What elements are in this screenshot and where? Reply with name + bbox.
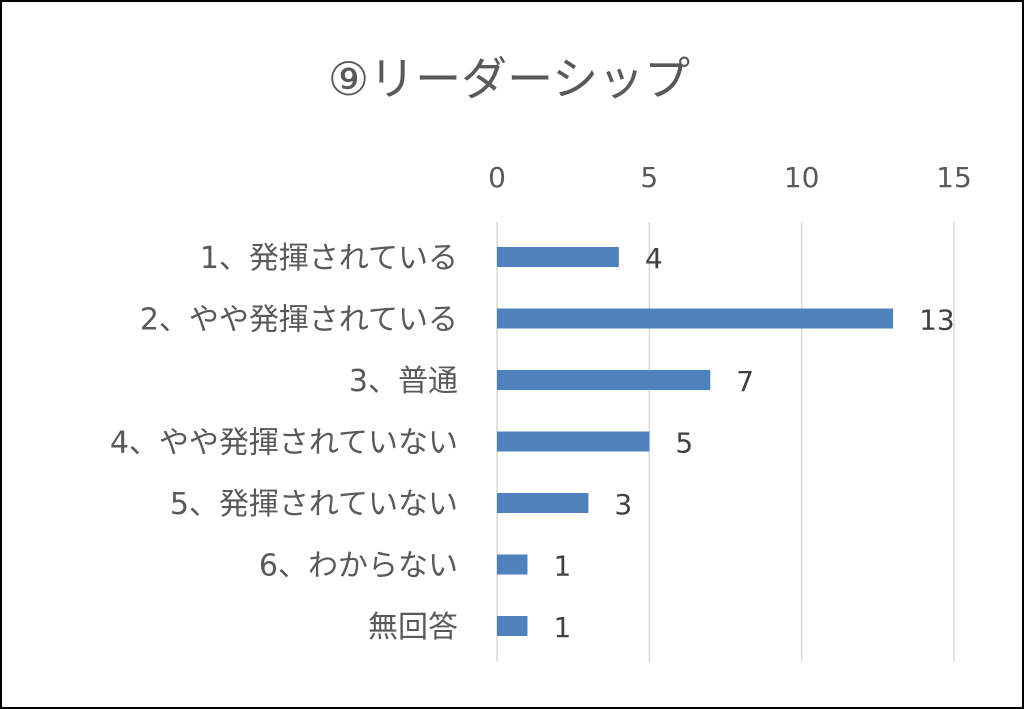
category-label: 1、発揮されている xyxy=(200,241,458,276)
x-tick-label: 0 xyxy=(488,161,506,194)
data-label: 1 xyxy=(553,550,571,583)
bar xyxy=(497,370,711,390)
data-label: 13 xyxy=(919,304,955,337)
data-label: 7 xyxy=(736,365,754,398)
bars xyxy=(497,247,894,636)
bar xyxy=(497,247,619,267)
x-axis-ticks: 0 5 10 15 xyxy=(488,161,972,194)
category-label: 2、やや発揮されている xyxy=(140,303,458,338)
x-tick-label: 5 xyxy=(640,161,658,194)
category-label: 3、普通 xyxy=(349,364,458,399)
chart-title: ⑨リーダーシップ xyxy=(328,52,690,106)
category-label: 5、発揮されていない xyxy=(170,487,458,522)
data-label: 5 xyxy=(675,427,693,460)
data-label: 1 xyxy=(553,611,571,644)
x-tick-label: 10 xyxy=(784,161,820,194)
data-labels: 4 13 7 5 3 1 1 xyxy=(553,242,954,644)
bar xyxy=(497,554,528,575)
bar xyxy=(497,616,528,636)
category-label: 無回答 xyxy=(368,610,458,645)
x-tick-label: 15 xyxy=(936,161,972,194)
data-label: 3 xyxy=(614,488,632,521)
data-label: 4 xyxy=(645,242,663,275)
bar xyxy=(497,493,589,513)
category-label: 4、やや発揮されていない xyxy=(110,426,458,461)
bar xyxy=(497,308,894,329)
category-labels: 1、発揮されている 2、やや発揮されている 3、普通 4、やや発揮されていない 5、発揮… xyxy=(110,241,458,645)
bar xyxy=(497,431,650,452)
category-label: 6、わからない xyxy=(259,549,458,584)
